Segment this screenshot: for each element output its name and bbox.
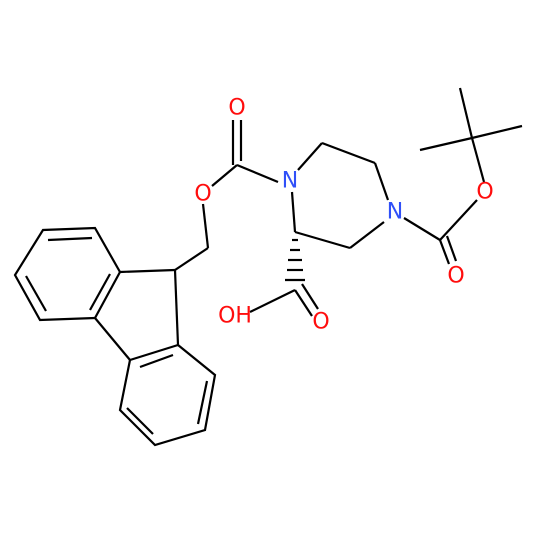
atom-label: N: [282, 169, 298, 194]
bonds: [13, 87, 523, 447]
atom-label: O: [476, 180, 493, 205]
atom-label: O: [194, 182, 211, 207]
atom-label: O: [447, 264, 464, 289]
atom-label: O: [228, 96, 245, 121]
atom-label: OH: [218, 304, 252, 329]
atom-label: N: [387, 200, 403, 225]
atom-label: O: [312, 310, 329, 335]
